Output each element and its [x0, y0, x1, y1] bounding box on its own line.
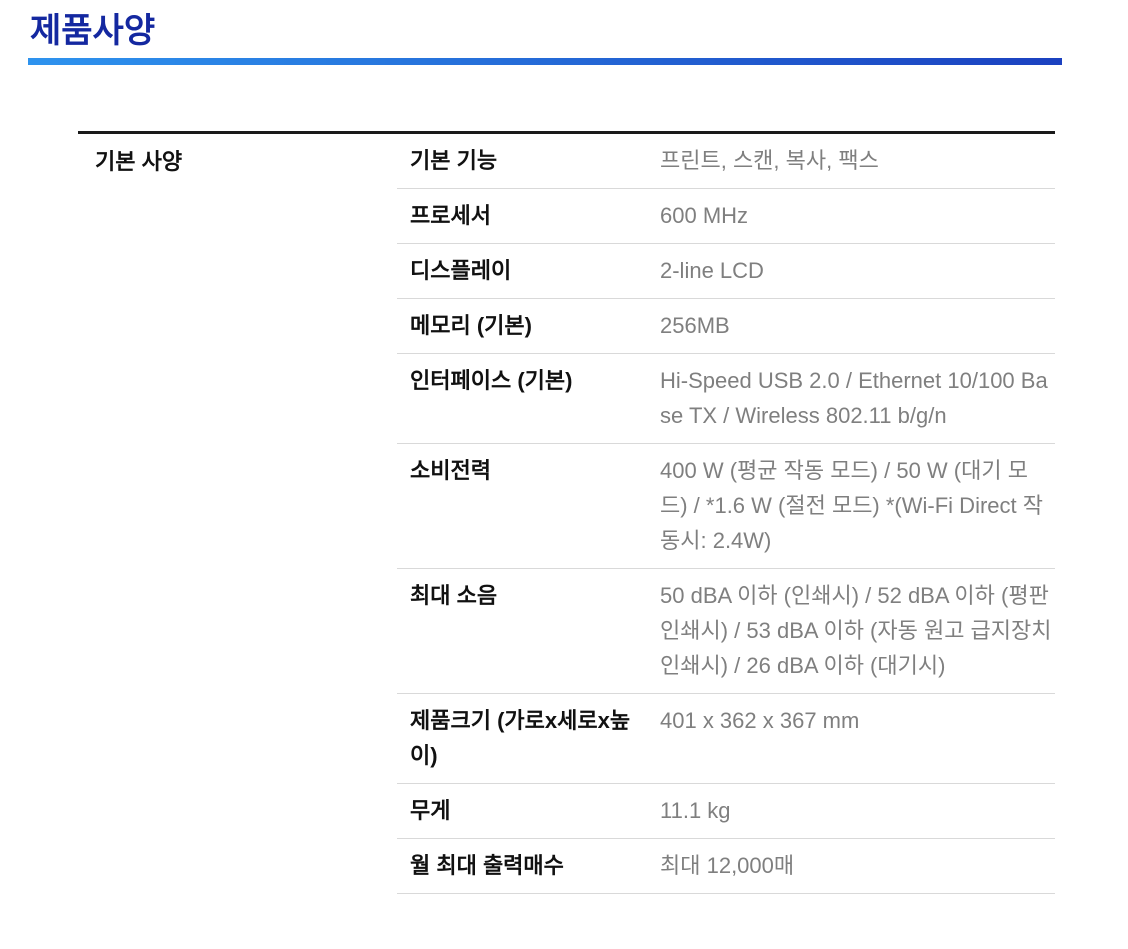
spec-name: 최대 소음: [410, 583, 498, 608]
spec-name: 기본 기능: [410, 148, 498, 173]
spec-value: 2-line LCD: [660, 258, 764, 283]
spec-row: 기본 기능 프린트, 스캔, 복사, 팩스: [397, 134, 1055, 189]
spec-name: 월 최대 출력매수: [410, 853, 564, 878]
spec-name: 제품크기 (가로x세로x높이): [410, 708, 631, 768]
spec-row: 메모리 (기본) 256MB: [397, 299, 1055, 354]
spec-row: 프로세서 600 MHz: [397, 189, 1055, 244]
spec-name: 인터페이스 (기본): [410, 368, 573, 393]
spec-value: 11.1 kg: [660, 798, 731, 823]
spec-name: 메모리 (기본): [410, 313, 532, 338]
spec-value: 프린트, 스캔, 복사, 팩스: [660, 148, 879, 173]
spec-category-column: 기본 사양: [78, 134, 397, 894]
spec-table: 기본 사양 기본 기능 프린트, 스캔, 복사, 팩스 프로세서 600 MHz…: [78, 131, 1055, 894]
spec-row: 소비전력 400 W (평균 작동 모드) / 50 W (대기 모드) / *…: [397, 444, 1055, 569]
page-title: 제품사양: [30, 12, 156, 50]
spec-value: 600 MHz: [660, 203, 749, 228]
spec-value: 50 dBA 이하 (인쇄시) / 52 dBA 이하 (평판 인쇄시) / 5…: [660, 583, 1052, 678]
spec-name: 소비전력: [410, 458, 491, 483]
spec-row: 제품크기 (가로x세로x높이) 401 x 362 x 367 mm: [397, 694, 1055, 784]
spec-row: 월 최대 출력매수 최대 12,000매: [397, 839, 1055, 894]
spec-name: 무게: [410, 798, 451, 823]
spec-value: 400 W (평균 작동 모드) / 50 W (대기 모드) / *1.6 W…: [660, 458, 1043, 553]
title-underline: [28, 58, 1062, 65]
spec-rows: 기본 기능 프린트, 스캔, 복사, 팩스 프로세서 600 MHz 디스플레이…: [397, 134, 1055, 894]
spec-row: 인터페이스 (기본) Hi-Speed USB 2.0 / Ethernet 1…: [397, 354, 1055, 444]
spec-row: 디스플레이 2-line LCD: [397, 244, 1055, 299]
spec-value: 256MB: [660, 313, 730, 338]
spec-row: 최대 소음 50 dBA 이하 (인쇄시) / 52 dBA 이하 (평판 인쇄…: [397, 569, 1055, 694]
spec-name: 프로세서: [410, 203, 491, 228]
spec-value: 401 x 362 x 367 mm: [660, 708, 860, 733]
spec-value: Hi-Speed USB 2.0 / Ethernet 10/100 Base …: [660, 368, 1048, 428]
spec-name: 디스플레이: [410, 258, 512, 283]
spec-category-label: 기본 사양: [95, 149, 183, 174]
page-header: 제품사양: [0, 0, 1128, 65]
spec-row: 무게 11.1 kg: [397, 784, 1055, 839]
spec-value: 최대 12,000매: [660, 853, 795, 878]
